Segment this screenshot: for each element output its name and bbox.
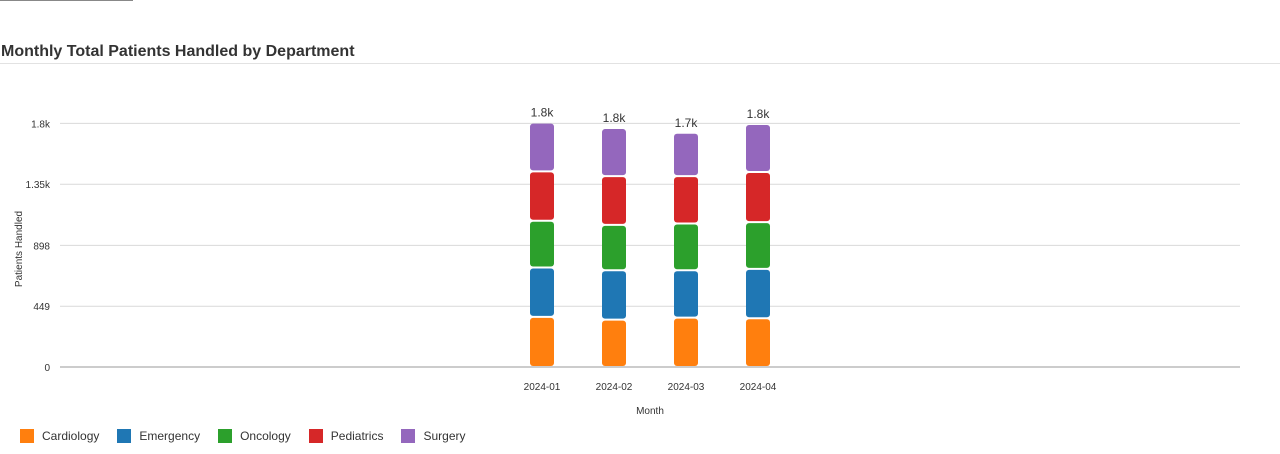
y-tick-label: 1.35k xyxy=(26,180,51,191)
bar-segment-pediatrics xyxy=(746,173,770,222)
y-tick-label: 1.8k xyxy=(31,119,51,130)
x-tick-label: 2024-02 xyxy=(596,382,633,393)
bar-segment-emergency xyxy=(530,268,554,316)
title-divider xyxy=(0,63,1280,64)
legend-label: Surgery xyxy=(423,429,466,443)
bar-segment-oncology xyxy=(530,221,554,267)
bar-segment-surgery xyxy=(602,129,626,176)
legend-swatch xyxy=(218,429,233,443)
x-tick-label: 2024-01 xyxy=(524,382,561,393)
legend-swatch xyxy=(20,429,34,443)
legend-label: Cardiology xyxy=(42,429,100,443)
legend-swatch xyxy=(308,429,323,443)
x-tick-label: 2024-04 xyxy=(740,382,777,393)
chart-legend: Cardiology Emergency Oncology Pediatrics Sur… xyxy=(20,429,466,443)
legend-label: Pediatrics xyxy=(330,429,384,443)
legend-item-cardiology[interactable]: Cardiology xyxy=(20,429,99,443)
chart-title: Monthly Total Patients Handled by Depart… xyxy=(1,43,355,60)
bar-segment-cardiology xyxy=(530,317,554,366)
legend-item-pediatrics[interactable]: Pediatrics xyxy=(308,429,384,443)
bar-total-label: 1.7k xyxy=(675,116,699,130)
legend-item-surgery[interactable]: Surgery xyxy=(401,429,466,443)
legend-item-emergency[interactable]: Emergency xyxy=(117,429,200,443)
bar-segment-oncology xyxy=(674,224,698,270)
bar-total-label: 1.8k xyxy=(531,106,555,120)
legend-item-oncology[interactable]: Oncology xyxy=(218,429,291,443)
bar-total-label: 1.8k xyxy=(603,111,627,125)
bar-segment-surgery xyxy=(674,133,698,176)
x-tick-label: 2024-03 xyxy=(668,382,705,393)
top-divider xyxy=(0,0,133,1)
bar-segment-pediatrics xyxy=(602,177,626,224)
bar-segment-cardiology xyxy=(746,319,770,366)
legend-swatch xyxy=(117,429,132,443)
bar-segment-oncology xyxy=(602,225,626,270)
y-axis-label: Patients Handled xyxy=(14,211,25,287)
bar-segment-surgery xyxy=(746,125,770,172)
legend-swatch xyxy=(401,429,416,443)
y-tick-label: 0 xyxy=(44,363,50,374)
bar-segment-emergency xyxy=(674,271,698,317)
bar-segment-pediatrics xyxy=(674,177,698,223)
bar-segment-cardiology xyxy=(674,318,698,366)
legend-label: Oncology xyxy=(240,429,291,443)
bar-segment-emergency xyxy=(602,271,626,319)
bar-segment-surgery xyxy=(530,123,554,171)
y-tick-label: 449 xyxy=(33,302,50,313)
bar-total-label: 1.8k xyxy=(747,107,771,121)
x-axis-label: Month xyxy=(636,406,664,417)
bar-segment-oncology xyxy=(746,223,770,268)
legend-label: Emergency xyxy=(139,429,201,443)
bar-segment-cardiology xyxy=(602,320,626,366)
bar-segment-pediatrics xyxy=(530,172,554,220)
y-tick-label: 898 xyxy=(33,241,50,252)
bar-segment-emergency xyxy=(746,269,770,318)
